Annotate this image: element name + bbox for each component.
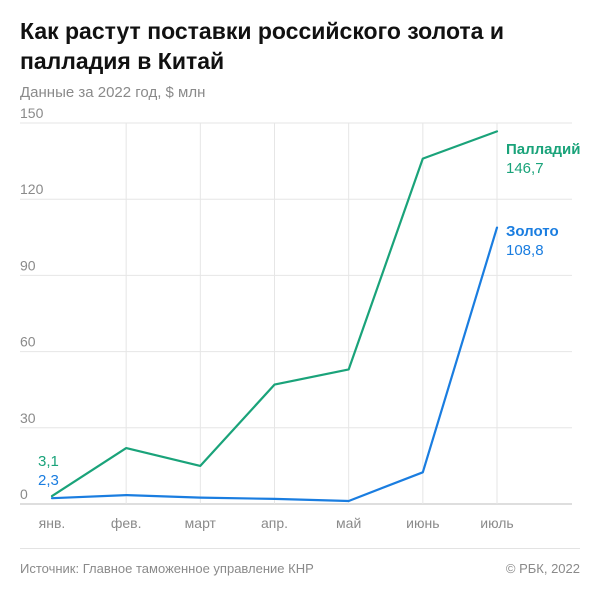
y-tick-label: 0	[20, 486, 28, 502]
chart-labels: Палладий 146,7 Золото 108,8 3,1 2,3	[38, 141, 581, 489]
y-tick-label: 150	[20, 105, 44, 121]
source-note: Источник: Главное таможенное управление …	[20, 561, 314, 576]
chart-subtitle: Данные за 2022 год, $ млн	[20, 84, 206, 101]
y-tick-label: 30	[20, 410, 36, 426]
series-end-value-label: 146,7	[506, 160, 544, 177]
chart-grid	[20, 122, 572, 505]
x-tick-label: июль	[480, 515, 513, 531]
y-tick-label: 60	[20, 334, 36, 350]
footer-divider	[20, 548, 580, 549]
chart-title: Как растут поставки российского золота и…	[20, 18, 504, 74]
x-axis: янв. фев. март апр. май июнь июль	[39, 515, 514, 531]
x-tick-label: июнь	[406, 515, 439, 531]
x-tick-label: янв.	[39, 515, 66, 531]
chart-series	[50, 130, 499, 503]
series-start-value-label: 3,1	[38, 453, 59, 470]
line-chart: 0 30 60 90 120 150 янв. фев. март апр. май июнь июл…	[20, 105, 581, 531]
x-tick-label: март	[185, 515, 217, 531]
x-tick-label: апр.	[261, 515, 288, 531]
series-line	[50, 226, 499, 503]
series-start-value-label: 2,3	[38, 472, 59, 489]
series-line	[50, 130, 499, 498]
x-tick-label: фев.	[111, 515, 142, 531]
y-axis: 0 30 60 90 120 150	[20, 105, 44, 502]
y-tick-label: 120	[20, 181, 44, 197]
y-tick-label: 90	[20, 257, 36, 273]
x-tick-label: май	[336, 515, 361, 531]
series-end-value-label: 108,8	[506, 242, 544, 259]
copyright-credit: © РБК, 2022	[505, 561, 580, 576]
series-name-label: Палладий	[506, 141, 581, 158]
series-name-label: Золото	[506, 223, 559, 240]
